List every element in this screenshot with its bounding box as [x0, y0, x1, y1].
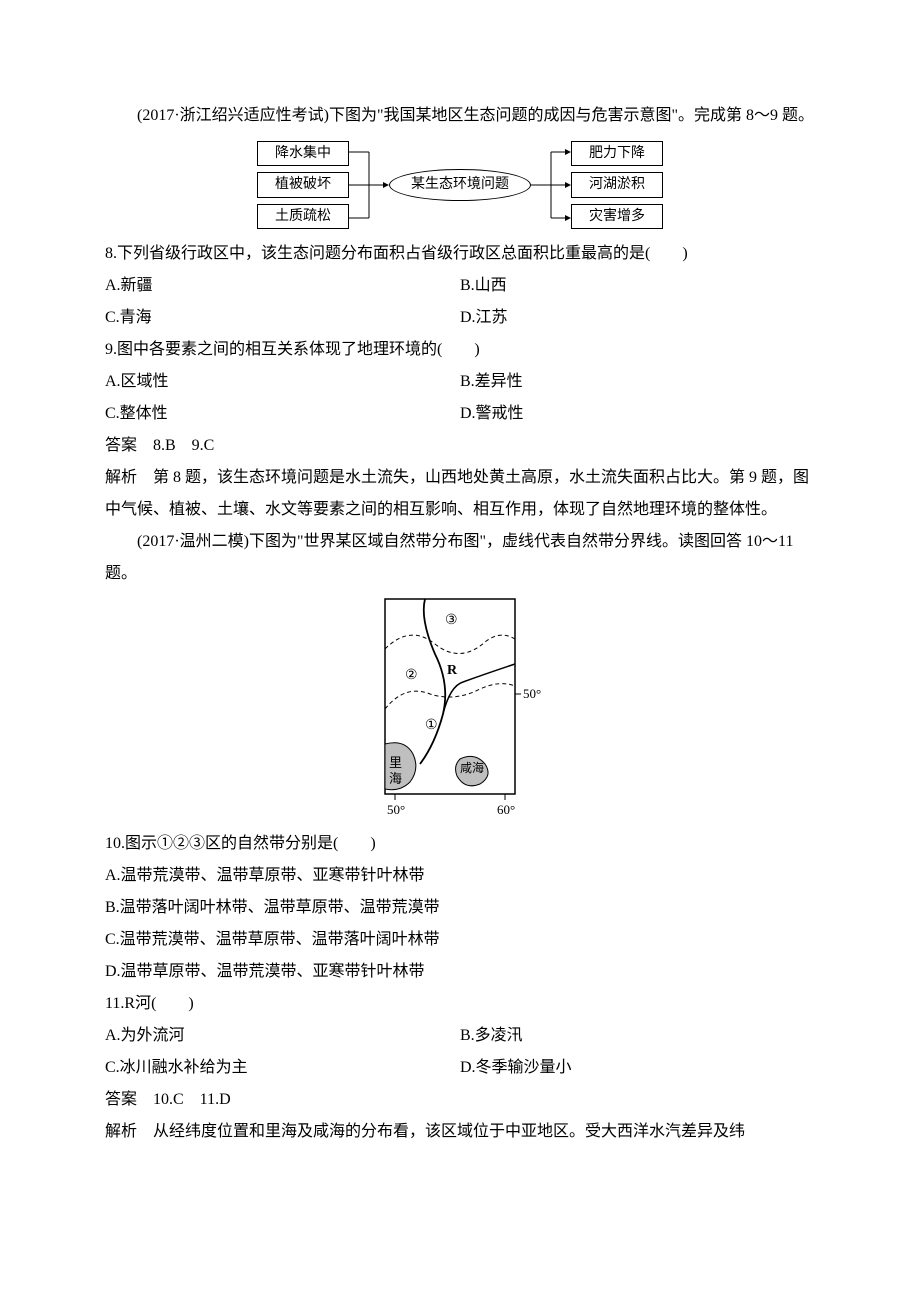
q10-option-a: A.温带荒漠带、温带草原带、亚寒带针叶林带	[105, 860, 815, 892]
map-lon-50: 50°	[387, 802, 405, 817]
map-zone1-label: ①	[425, 718, 438, 733]
q9-option-b: B.差异性	[460, 366, 815, 398]
diagram-left-box-3: 土质疏松	[257, 204, 349, 230]
explanation-8-9: 解析 第 8 题，该生态环境问题是水土流失，山西地处黄土高原，水土流失面积占比大…	[105, 462, 815, 526]
document-page: (2017·浙江绍兴适应性考试)下图为"我国某地区生态问题的成因与危害示意图"。…	[0, 0, 920, 1302]
intro-paragraph-2: (2017·温州二模)下图为"世界某区域自然带分布图"，虚线代表自然带分界线。读…	[105, 526, 815, 590]
diagram-right-box-1: 肥力下降	[571, 141, 663, 167]
map-river-label: R	[447, 663, 458, 678]
q11-option-c: C.冰川融水补给为主	[105, 1052, 460, 1084]
q8-option-a: A.新疆	[105, 270, 460, 302]
q11-option-a: A.为外流河	[105, 1020, 460, 1052]
map-lat-50: 50°	[523, 686, 541, 701]
q8-option-c: C.青海	[105, 302, 460, 334]
diagram-left-box-1: 降水集中	[257, 141, 349, 167]
diagram-center-column: 某生态环境问题	[389, 140, 531, 230]
answer-8-9: 答案 8.B 9.C	[105, 430, 815, 462]
q11-stem: 11.R河( )	[105, 988, 815, 1020]
q9-option-a: A.区域性	[105, 366, 460, 398]
map-aral-label: 咸海	[460, 760, 484, 775]
diagram-center-box: 某生态环境问题	[389, 169, 531, 201]
diagram-left-column: 降水集中 植被破坏 土质疏松	[257, 140, 349, 230]
map-caspian-label-1: 里	[389, 755, 402, 770]
q10-option-b: B.温带落叶阔叶林带、温带草原带、温带荒漠带	[105, 892, 815, 924]
q10-stem: 10.图示①②③区的自然带分别是( )	[105, 828, 815, 860]
q9-option-d: D.警戒性	[460, 398, 815, 430]
q8-stem: 8.下列省级行政区中，该生态问题分布面积占省级行政区总面积比重最高的是( )	[105, 238, 815, 270]
q11-option-d: D.冬季输沙量小	[460, 1052, 815, 1084]
q10-option-d: D.温带草原带、温带荒漠带、亚寒带针叶林带	[105, 956, 815, 988]
region-map: ③ ② ① R 里 海 咸海 50° 50° 60°	[105, 594, 815, 824]
map-caspian-label-2: 海	[389, 771, 402, 786]
map-lon-60: 60°	[497, 802, 515, 817]
explanation-10-11: 解析 从经纬度位置和里海及咸海的分布看，该区域位于中亚地区。受大西洋水汽差异及纬	[105, 1116, 815, 1148]
diagram-left-box-2: 植被破坏	[257, 172, 349, 198]
map-zone2-label: ②	[405, 668, 418, 683]
q8-option-d: D.江苏	[460, 302, 815, 334]
diagram-right-connector	[531, 140, 571, 230]
q8-options: A.新疆 B.山西 C.青海 D.江苏	[105, 270, 815, 334]
q9-option-c: C.整体性	[105, 398, 460, 430]
diagram-right-box-3: 灾害增多	[571, 204, 663, 230]
map-zone3-label: ③	[445, 613, 458, 628]
diagram-left-connector	[349, 140, 389, 230]
q11-options: A.为外流河 B.多凌汛 C.冰川融水补给为主 D.冬季输沙量小	[105, 1020, 815, 1084]
diagram-right-column: 肥力下降 河湖淤积 灾害增多	[571, 140, 663, 230]
q10-option-c: C.温带荒漠带、温带草原带、温带落叶阔叶林带	[105, 924, 815, 956]
q9-stem: 9.图中各要素之间的相互关系体现了地理环境的( )	[105, 334, 815, 366]
q11-option-b: B.多凌汛	[460, 1020, 815, 1052]
diagram-right-box-2: 河湖淤积	[571, 172, 663, 198]
eco-diagram: 降水集中 植被破坏 土质疏松 某生态环境问题	[105, 140, 815, 230]
q9-options: A.区域性 B.差异性 C.整体性 D.警戒性	[105, 366, 815, 430]
q8-option-b: B.山西	[460, 270, 815, 302]
answer-10-11: 答案 10.C 11.D	[105, 1084, 815, 1116]
intro-paragraph-1: (2017·浙江绍兴适应性考试)下图为"我国某地区生态问题的成因与危害示意图"。…	[105, 100, 815, 132]
